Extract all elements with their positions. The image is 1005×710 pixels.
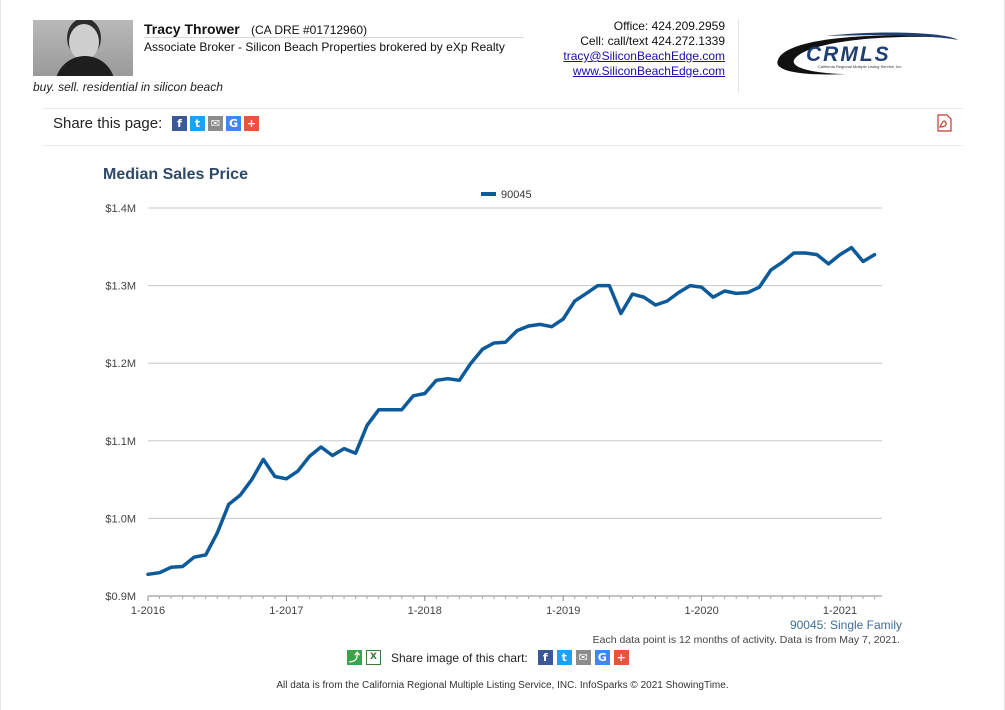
y-tick-label: $1.2M bbox=[105, 358, 136, 370]
agent-dre-number: (CA DRE #01712960) bbox=[251, 23, 368, 37]
x-tick-label: 1-2020 bbox=[684, 605, 718, 617]
agent-tagline: buy. sell. residential in silicon beach bbox=[33, 80, 223, 94]
share-page-icons: f t ✉ G + bbox=[172, 116, 259, 131]
share-bar-bottom-rule bbox=[43, 145, 963, 146]
agent-title: Associate Broker - Silicon Beach Propert… bbox=[144, 40, 505, 54]
x-tick-label: 1-2021 bbox=[823, 605, 857, 617]
website-link[interactable]: www.SiliconBeachEdge.com bbox=[572, 64, 725, 78]
chart-title: Median Sales Price bbox=[103, 166, 248, 183]
email-icon[interactable]: ✉ bbox=[575, 650, 591, 665]
y-tick-label: $1.4M bbox=[105, 203, 136, 215]
legend-label: 90045 bbox=[501, 189, 532, 201]
facebook-icon[interactable]: f bbox=[172, 116, 187, 131]
x-tick-label: 1-2017 bbox=[269, 605, 303, 617]
share-icon[interactable]: ⤴ bbox=[347, 650, 362, 665]
plus-icon[interactable]: + bbox=[613, 650, 629, 665]
y-tick-label: $1.3M bbox=[105, 281, 136, 293]
cell-phone: Cell: call/text 424.272.1339 bbox=[580, 34, 725, 48]
google-icon[interactable]: G bbox=[594, 650, 610, 665]
office-phone: Office: 424.209.2959 bbox=[613, 19, 725, 33]
legend-swatch bbox=[481, 192, 496, 196]
twitter-icon[interactable]: t bbox=[190, 116, 205, 131]
plus-icon[interactable]: + bbox=[244, 116, 259, 131]
share-chart-label: Share image of this chart: bbox=[391, 650, 528, 665]
x-tick-label: 1-2016 bbox=[131, 605, 165, 617]
name-divider bbox=[144, 37, 524, 38]
contact-divider bbox=[738, 20, 739, 92]
x-tick-label: 1-2018 bbox=[408, 605, 442, 617]
series-line-90045 bbox=[146, 245, 877, 577]
y-tick-label: $1.0M bbox=[105, 513, 136, 525]
footer-credit: All data is from the California Regional… bbox=[276, 680, 729, 691]
chart-share-bar: ⤴ X Share image of this chart: f t ✉ G + bbox=[347, 650, 629, 665]
crmls-logo: CRMLS California Regional Multiple Listi… bbox=[777, 32, 958, 75]
facebook-icon[interactable]: f bbox=[537, 650, 553, 665]
y-tick-label: $1.1M bbox=[105, 436, 136, 448]
line-chart: $0.9M $1.0M $1.1M $1.2M $1.3M $1.4M 1-2016 1-20… bbox=[105, 189, 902, 646]
twitter-icon[interactable]: t bbox=[556, 650, 572, 665]
data-note: Each data point is 12 months of activity… bbox=[593, 634, 900, 646]
excel-icon[interactable]: X bbox=[366, 650, 381, 665]
share-page-label: Share this page: bbox=[53, 115, 163, 132]
agent-name: Tracy Thrower bbox=[144, 21, 240, 37]
pdf-icon[interactable] bbox=[936, 114, 953, 132]
series-caption: 90045: Single Family bbox=[790, 618, 902, 632]
google-icon[interactable]: G bbox=[226, 116, 241, 131]
share-bar-top-rule bbox=[43, 108, 963, 109]
y-tick-label: $0.9M bbox=[105, 591, 136, 603]
email-link[interactable]: tracy@SiliconBeachEdge.com bbox=[563, 49, 725, 63]
contact-block: Office: 424.209.2959 Cell: call/text 424… bbox=[540, 19, 725, 79]
logo-subtext: California Regional Multiple Listing Ser… bbox=[818, 64, 902, 69]
email-icon[interactable]: ✉ bbox=[208, 116, 223, 131]
x-tick-label: 1-2019 bbox=[546, 605, 580, 617]
agent-photo bbox=[33, 20, 133, 76]
logo-text: CRMLS bbox=[806, 43, 891, 66]
